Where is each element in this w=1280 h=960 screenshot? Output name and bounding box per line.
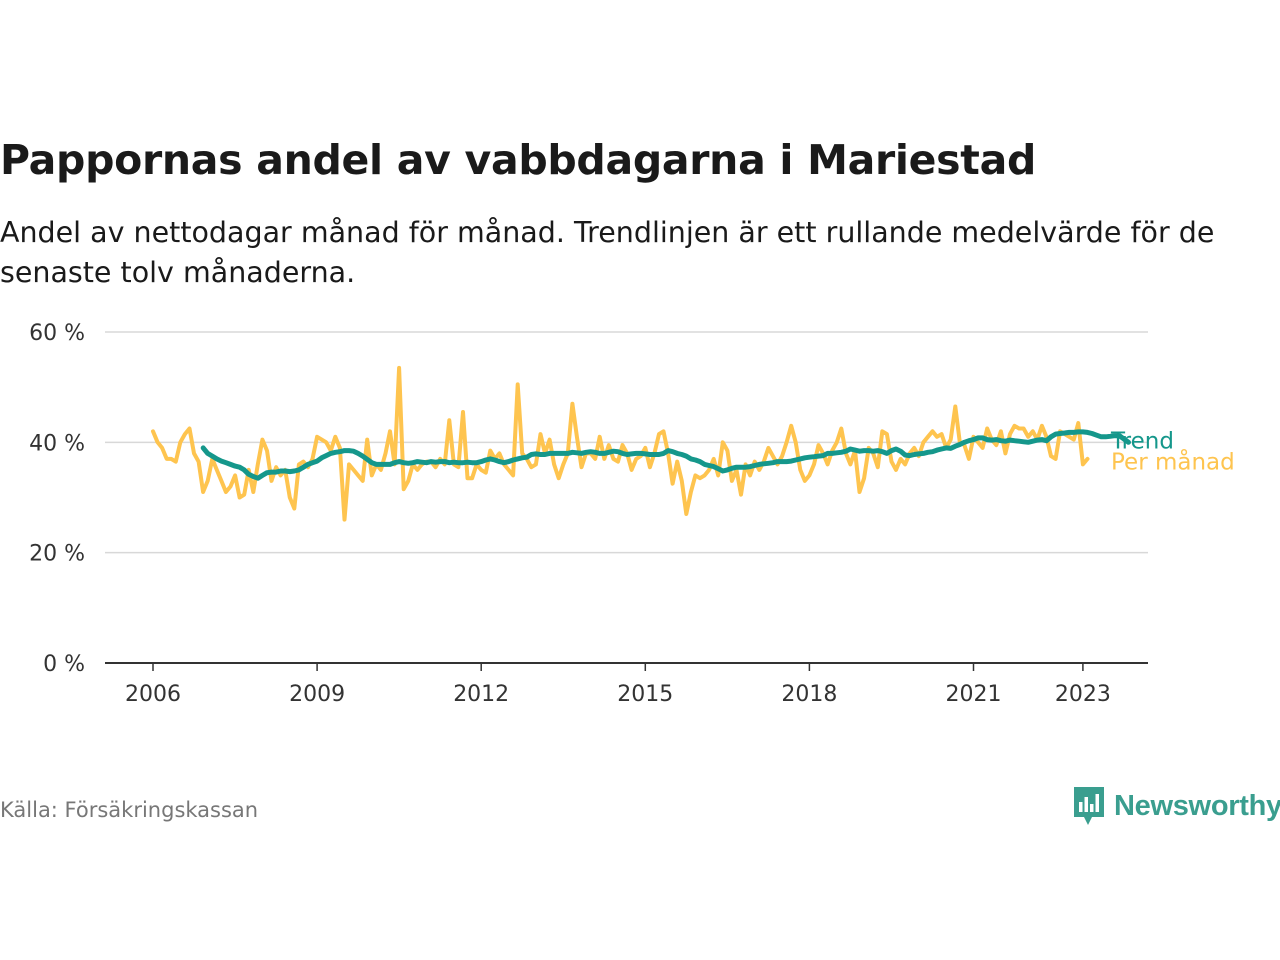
x-axis: 2006 2009 2012 2015 2018 2021 2023 xyxy=(105,662,1148,707)
series-label-trend: Trend xyxy=(1110,428,1174,454)
x-tick-label: 2006 xyxy=(125,682,181,707)
newsworthy-logo-icon xyxy=(1074,787,1104,825)
newsworthy-logo[interactable]: Newsworthy xyxy=(1072,784,1280,828)
y-tick-label: 60 % xyxy=(29,321,85,346)
series-end-labels: Trend Per månad xyxy=(1110,428,1235,475)
x-tick-label: 2023 xyxy=(1055,682,1111,707)
chart-subtitle: Andel av nettodagar månad för månad. Tre… xyxy=(0,216,1215,289)
x-tick-label: 2012 xyxy=(453,682,509,707)
x-tick-label: 2015 xyxy=(617,682,673,707)
y-tick-label: 20 % xyxy=(29,542,85,567)
chart-title: Pappornas andel av vabbdagarna i Mariest… xyxy=(0,136,1037,184)
series-layer xyxy=(151,365,1131,522)
y-tick-label: 0 % xyxy=(43,652,85,677)
source-note: Källa: Försäkringskassan xyxy=(0,798,259,822)
trend-line xyxy=(200,429,1131,481)
y-axis-tick-labels: 0 % 20 % 40 % 60 % xyxy=(29,321,85,677)
y-tick-label: 40 % xyxy=(29,431,85,456)
x-tick-label: 2021 xyxy=(946,682,1002,707)
series-label-per-manad: Per månad xyxy=(1111,447,1235,475)
logo-text: Newsworthy xyxy=(1114,789,1280,822)
monthly-line xyxy=(151,365,1090,522)
x-tick-label: 2018 xyxy=(781,682,837,707)
x-tick-label: 2009 xyxy=(289,682,345,707)
